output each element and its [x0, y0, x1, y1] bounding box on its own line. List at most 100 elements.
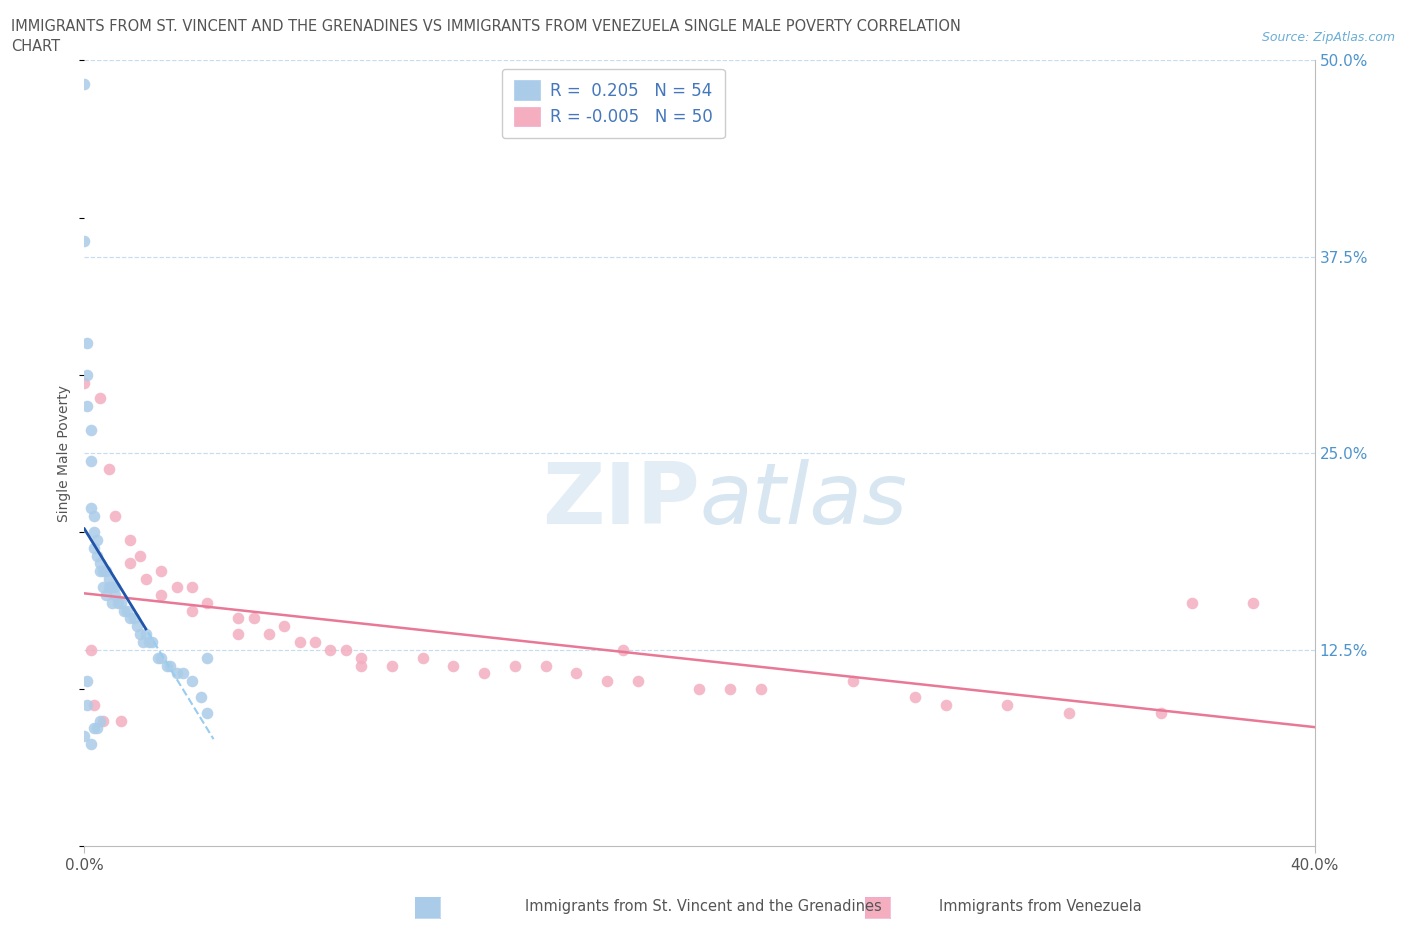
Point: [110, 595, 132, 610]
Point: [350, 658, 373, 673]
Point: [104, 509, 127, 524]
Text: IMMIGRANTS FROM ST. VINCENT AND THE GRENADINES VS IMMIGRANTS FROM VENEZUELA SING: IMMIGRANTS FROM ST. VINCENT AND THE GREN…: [11, 19, 962, 33]
Point: [76, 336, 98, 351]
Point: [612, 643, 634, 658]
Point: [83, 525, 105, 539]
Point: [1150, 705, 1173, 720]
Point: [79, 454, 101, 469]
Point: [128, 548, 150, 563]
Point: [141, 634, 163, 649]
Point: [181, 674, 204, 689]
Point: [120, 532, 142, 547]
Point: [101, 579, 124, 594]
Point: [120, 611, 142, 626]
Point: [73, 233, 96, 248]
Point: [98, 461, 121, 476]
Point: [197, 595, 219, 610]
Point: [73, 729, 96, 744]
Point: [319, 643, 342, 658]
Point: [89, 391, 111, 405]
Point: [83, 721, 105, 736]
Point: [94, 588, 117, 603]
Text: CHART: CHART: [11, 39, 60, 54]
Point: [117, 604, 139, 618]
Point: [112, 604, 135, 618]
Point: [503, 658, 526, 673]
Point: [842, 674, 865, 689]
Point: [197, 650, 219, 665]
Point: [995, 698, 1018, 712]
Point: [718, 682, 741, 697]
Point: [101, 595, 124, 610]
Point: [86, 532, 108, 547]
Point: [257, 627, 280, 642]
Point: [79, 501, 101, 516]
Point: [104, 588, 127, 603]
Point: [135, 627, 157, 642]
Point: [79, 422, 101, 437]
Point: [138, 634, 160, 649]
Point: [83, 509, 105, 524]
Point: [110, 713, 132, 728]
Point: [627, 674, 650, 689]
Point: [79, 737, 101, 751]
Point: [76, 674, 98, 689]
Point: [125, 618, 148, 633]
Point: [98, 579, 121, 594]
Point: [181, 579, 204, 594]
Point: [107, 595, 129, 610]
Point: [128, 627, 150, 642]
Point: [1057, 705, 1080, 720]
Point: [242, 611, 264, 626]
Point: [73, 375, 96, 390]
Point: [94, 564, 117, 578]
Point: [1181, 595, 1204, 610]
Point: [89, 564, 111, 578]
Point: [335, 643, 357, 658]
Text: Immigrants from Venezuela: Immigrants from Venezuela: [939, 899, 1142, 914]
Legend: R =  0.205   N = 54, R = -0.005   N = 50: R = 0.205 N = 54, R = -0.005 N = 50: [502, 69, 724, 139]
Point: [534, 658, 557, 673]
Point: [79, 643, 101, 658]
Point: [86, 721, 108, 736]
Point: [904, 689, 927, 704]
Point: [381, 658, 404, 673]
Point: [273, 618, 295, 633]
Point: [181, 604, 204, 618]
Point: [148, 650, 170, 665]
Point: [76, 367, 98, 382]
Point: [73, 76, 96, 91]
Point: [135, 572, 157, 587]
Point: [83, 698, 105, 712]
Point: [166, 666, 188, 681]
Point: [472, 666, 495, 681]
Point: [91, 713, 114, 728]
Point: [76, 698, 98, 712]
Point: [91, 564, 114, 578]
Text: atlas: atlas: [700, 459, 907, 542]
Point: [350, 650, 373, 665]
Point: [159, 658, 181, 673]
Point: [749, 682, 772, 697]
Point: [104, 579, 127, 594]
Y-axis label: Single Male Poverty: Single Male Poverty: [58, 385, 72, 522]
Point: [156, 658, 179, 673]
Point: [226, 611, 249, 626]
Point: [132, 634, 155, 649]
Point: [190, 689, 212, 704]
Point: [122, 611, 145, 626]
Point: [150, 588, 173, 603]
Point: [83, 540, 105, 555]
Point: [91, 579, 114, 594]
Point: [443, 658, 465, 673]
Point: [1241, 595, 1264, 610]
Point: [86, 548, 108, 563]
Point: [98, 572, 121, 587]
Point: [150, 564, 173, 578]
Text: ZIP: ZIP: [541, 459, 700, 542]
Point: [412, 650, 434, 665]
Point: [89, 556, 111, 571]
Point: [689, 682, 711, 697]
Point: [226, 627, 249, 642]
Text: Source: ZipAtlas.com: Source: ZipAtlas.com: [1261, 31, 1395, 44]
